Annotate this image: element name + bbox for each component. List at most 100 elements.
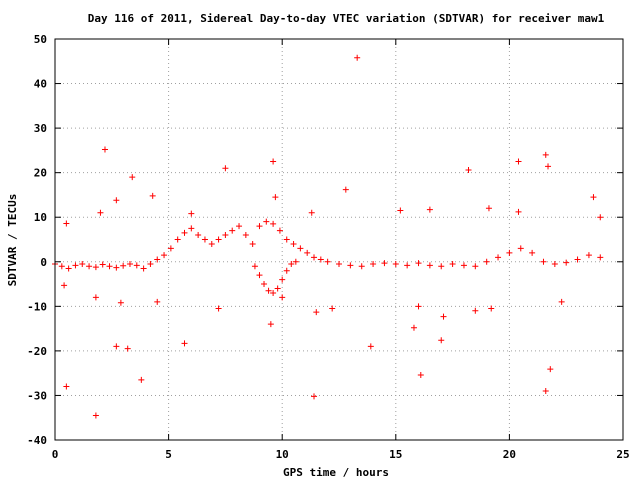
data-point [92,264,99,271]
outlier-point [597,214,604,221]
outlier-point [415,303,422,310]
data-point [460,262,467,269]
data-point [551,261,558,268]
outlier-point [313,309,320,316]
data-point [574,256,581,263]
y-tick-label: -30 [27,389,47,402]
outlier-point [215,305,222,312]
outlier-point [181,340,188,347]
data-point [270,220,277,227]
data-point [381,260,388,267]
outlier-point [515,158,522,165]
data-point [297,245,304,252]
y-tick-label: -40 [27,434,47,447]
outlier-point [515,208,522,215]
data-point [426,262,433,269]
outlier-point [272,194,279,201]
outlier-point [113,343,120,350]
outlier-point [113,197,120,204]
data-point [483,258,490,265]
data-point [126,261,133,268]
data-point [404,262,411,269]
data-point [279,276,286,283]
data-point [58,263,65,270]
data-point [147,261,154,268]
outlier-point [590,194,597,201]
data-point [438,263,445,270]
x-axis-label: GPS time / hours [283,466,389,479]
outlier-point [129,174,136,181]
data-point [274,285,281,292]
data-point [263,218,270,225]
outlier-point [92,294,99,301]
data-point [517,245,524,252]
chart-title: Day 116 of 2011, Sidereal Day-to-day VTE… [88,12,605,25]
data-point [86,263,93,270]
outlier-point [329,305,336,312]
data-point [324,258,331,265]
data-point [72,262,79,269]
data-point [201,236,208,243]
data-point [229,227,236,234]
data-point [167,245,174,252]
data-point [236,223,243,230]
y-tick-label: 0 [40,256,47,269]
data-point [154,256,161,263]
outlier-point [92,412,99,419]
outlier-point [149,192,156,199]
outlier-point [542,151,549,158]
outlier-point [397,207,404,214]
outlier-point [558,298,565,305]
outlier-point [61,282,68,289]
x-tick-label: 20 [503,448,516,461]
data-point [370,261,377,268]
data-point [276,227,283,234]
outlier-point [138,376,145,383]
data-point [292,258,299,265]
x-tick-label: 25 [616,448,629,461]
data-point [288,261,295,268]
data-point [304,249,311,256]
outlier-point [472,307,479,314]
data-point [392,261,399,268]
data-point [256,223,263,230]
data-point [242,232,249,239]
outlier-point [222,165,229,172]
x-tick-label: 5 [165,448,172,461]
data-point [283,236,290,243]
outlier-point [63,220,70,227]
outlier-point [63,383,70,390]
outlier-point [465,166,472,173]
outlier-point [124,345,131,352]
data-point [140,265,147,272]
outlier-point [438,337,445,344]
data-point [563,259,570,266]
y-tick-label: 10 [34,211,47,224]
data-point [597,254,604,261]
data-point [270,289,277,296]
data-point [174,236,181,243]
data-point [261,281,268,288]
data-point [208,240,215,247]
outlier-point [488,305,495,312]
data-point [106,263,113,270]
data-point [529,249,536,256]
data-point [540,258,547,265]
x-tick-label: 15 [389,448,402,461]
data-points [52,54,604,419]
outlier-point [426,206,433,213]
outlier-point [279,294,286,301]
data-point [256,272,263,279]
data-point [251,263,258,270]
outlier-point [410,324,417,331]
outlier-point [542,387,549,394]
data-point [415,260,422,267]
outlier-point [117,299,124,306]
data-point [133,262,140,269]
outlier-point [545,163,552,170]
outlier-point [417,371,424,378]
x-tick-label: 10 [276,448,289,461]
data-point [113,264,120,271]
data-point [188,225,195,232]
data-point [79,261,86,268]
